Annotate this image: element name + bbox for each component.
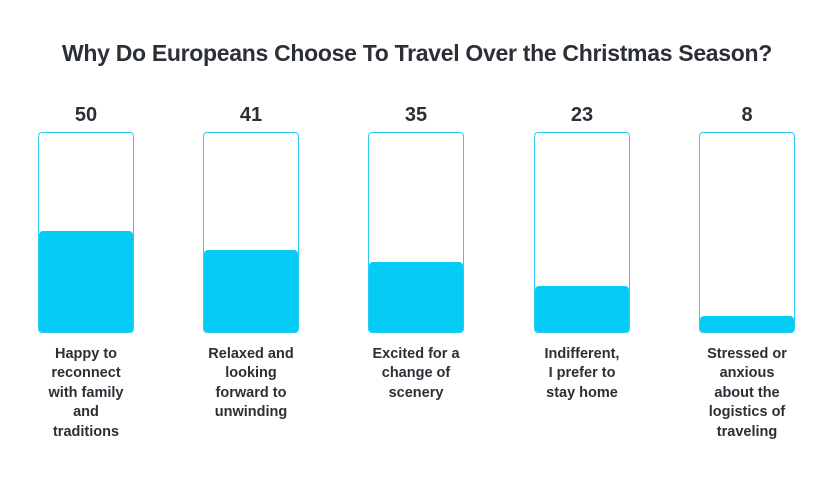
bar <box>204 250 298 332</box>
category-label-line: traveling <box>716 423 778 440</box>
category-label-line: Stressed or <box>707 346 787 362</box>
category-label-line: forward to <box>215 384 287 401</box>
chart-title: Why Do Europeans Choose To Travel Over t… <box>61 40 773 66</box>
category-label-line: anxious <box>719 365 775 382</box>
category-label: Excited for a change of scenery <box>351 345 481 403</box>
category-label-line: looking <box>225 365 277 382</box>
category-label-line: traditions <box>52 423 120 440</box>
category-label: Indifferent, I prefer to stay home <box>517 345 647 403</box>
category-label-line: unwinding <box>214 404 288 421</box>
bar-track <box>368 132 464 333</box>
data-label: 41 <box>239 104 263 126</box>
category-label-line: Indifferent, <box>544 346 620 362</box>
data-label: 50 <box>74 104 98 126</box>
category-label: Relaxed and looking forward to unwinding <box>186 345 316 423</box>
category-label-line: Happy to <box>54 346 118 362</box>
bar-track <box>534 132 630 333</box>
category-label-line: with family <box>48 384 124 401</box>
bar-track <box>203 132 299 333</box>
category-label: Stressed or anxious about the logistics of t… <box>682 345 812 442</box>
category-label-line: Relaxed and <box>208 346 294 362</box>
bar <box>39 231 133 332</box>
category-label: Happy to reconnect with family and tradition… <box>21 345 151 442</box>
bar-track <box>699 132 795 333</box>
bar <box>369 262 463 332</box>
data-label: 23 <box>570 104 594 126</box>
bar <box>700 316 794 332</box>
category-label-line: stay home <box>546 384 618 401</box>
category-label-line: scenery <box>388 384 444 401</box>
data-label: 35 <box>404 104 428 126</box>
category-label-line: Excited for a <box>372 346 460 362</box>
category-label-line: logistics of <box>708 404 786 421</box>
category-label-line: reconnect <box>51 365 121 382</box>
category-label-line: and <box>73 404 99 421</box>
data-label: 8 <box>741 104 753 126</box>
category-label-line: I prefer to <box>548 365 616 382</box>
category-label-line: about the <box>714 384 780 401</box>
bar <box>535 286 629 332</box>
category-label-line: change of <box>381 365 451 382</box>
bar-track <box>38 132 134 333</box>
